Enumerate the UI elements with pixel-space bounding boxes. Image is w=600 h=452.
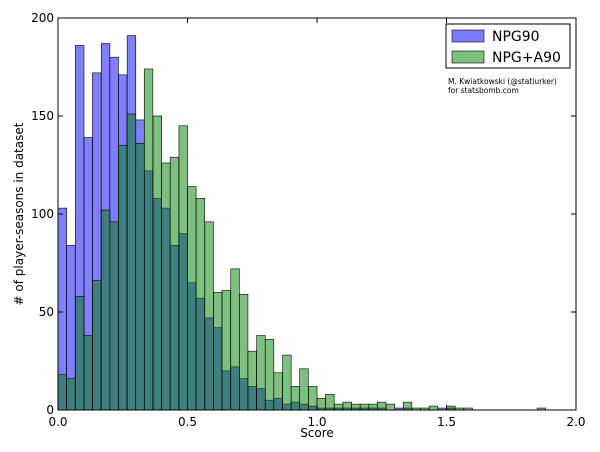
bar-npga90-28 [299,368,309,411]
y-tick-label-4: 200 [31,11,54,25]
bar-npga90-6 [109,221,119,411]
bar-npga90-9 [135,143,145,411]
bar-npga90-34 [351,403,361,411]
bar-npga90-19 [221,290,231,411]
bar-npga90-31 [325,394,335,411]
bar-npga90-2 [75,296,85,411]
bar-npga90-27 [290,386,301,411]
x-tick-label-0: 0.0 [48,415,67,429]
bar-npga90-22 [247,350,257,411]
x-tick-label-4: 2.0 [566,415,585,429]
annotation-source: for statsbomb.com [448,86,519,95]
bar-npga90-14 [178,125,188,411]
bar-npga90-32 [334,403,344,411]
bar-npga90-0 [57,374,67,411]
bar-npga90-3 [83,335,93,411]
bar-npga90-45 [446,405,456,411]
series-npga90-bars [57,68,547,411]
bar-npga90-20 [230,268,240,411]
legend-label-npg90: NPG90 [492,29,540,45]
legend-swatch-npga90 [451,50,485,64]
bar-npga90-36 [368,403,378,411]
y-tick-label-0: 0 [46,403,54,417]
bar-npga90-25 [273,372,283,411]
bar-npga90-23 [256,335,266,411]
bar-npga90-26 [282,354,292,411]
bar-npga90-33 [342,401,352,411]
annotation-author: M. Kwiatkowski (@statlurker) [448,77,557,86]
y-axis-label: # of player-seasons in dataset [12,122,26,305]
bar-npga90-17 [204,221,214,411]
bar-npga90-24 [264,339,275,411]
bar-npga90-18 [213,292,223,411]
y-axis: 0 50 100 150 200 [31,11,576,417]
x-tick-label-2: 1.0 [307,415,326,429]
bar-npga90-16 [195,198,205,411]
bar-npga90-37 [377,401,387,411]
bar-npga90-21 [239,294,249,411]
x-tick-label-1: 0.5 [178,415,197,429]
x-axis-label: Score [300,426,334,440]
legend: NPG90 NPG+A90 [445,23,571,69]
bar-npga90-11 [152,115,162,411]
bar-npga90-29 [308,386,318,411]
bar-npga90-1 [66,378,76,411]
legend-label-npga90: NPG+A90 [492,50,561,66]
bar-npga90-40 [402,401,413,411]
bar-npga90-13 [169,156,180,411]
bar-npga90-8 [126,113,137,411]
x-tick-label-3: 1.5 [437,415,456,429]
bar-npga90-35 [359,403,370,411]
bar-npga90-38 [385,403,396,411]
y-tick-label-3: 150 [31,109,54,123]
legend-swatch-npg90 [451,29,485,43]
bar-npga90-4 [92,280,102,411]
bar-npga90-15 [187,186,197,411]
bar-npga90-7 [118,145,128,411]
bar-npga90-12 [161,162,171,411]
bar-npga90-30 [316,397,326,411]
y-tick-label-1: 50 [39,305,54,319]
bar-npga90-5 [100,209,111,411]
y-tick-label-2: 100 [31,207,54,221]
bar-npga90-43 [428,405,439,411]
bar-npga90-10 [143,68,154,411]
x-axis: 0.0 0.5 1.0 1.5 2.0 [48,18,586,429]
